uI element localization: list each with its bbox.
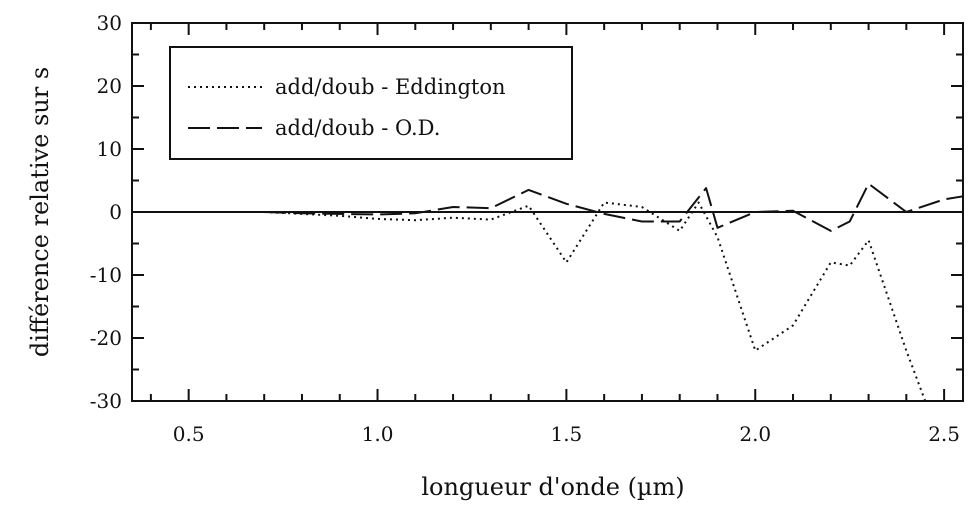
axis-ticks [132, 22, 963, 402]
y-tick-label: -10 [90, 263, 122, 287]
legend: add/doub - Eddington add/doub - O.D. [169, 46, 573, 160]
y-tick-label: -30 [90, 389, 122, 413]
y-axis-title: différence relative sur s [26, 67, 54, 357]
legend-box [169, 46, 573, 160]
series-layer [264, 182, 964, 402]
y-tick-label: -20 [90, 326, 122, 350]
x-tick-label: 1.0 [362, 422, 394, 446]
legend-label-od: add/doub - O.D. [275, 116, 440, 140]
tick-labels: 0.5 1.0 1.5 2.0 2.5 30 20 10 0 -10 -20 -30 [90, 11, 960, 446]
series-line-od [264, 182, 964, 232]
x-tick-label: 2.5 [928, 422, 960, 446]
series-line-eddington [264, 201, 927, 402]
y-tick-label: 0 [109, 200, 122, 224]
legend-label-eddington: add/doub - Eddington [275, 75, 506, 99]
x-tick-label: 2.0 [739, 422, 771, 446]
x-axis-title: longueur d'onde (µm) [421, 473, 684, 501]
y-tick-label: 20 [97, 74, 122, 98]
x-tick-label: 1.5 [550, 422, 582, 446]
y-tick-label: 10 [97, 137, 122, 161]
x-tick-label: 0.5 [173, 422, 205, 446]
y-tick-label: 30 [97, 11, 122, 35]
